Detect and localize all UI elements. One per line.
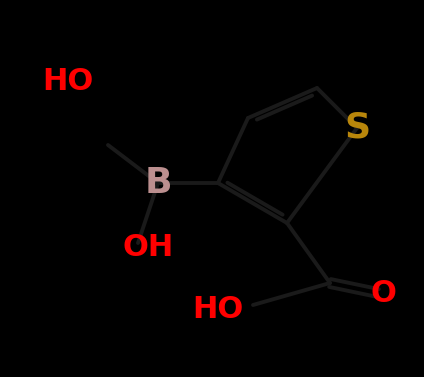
Text: HO: HO <box>192 296 244 325</box>
Text: S: S <box>344 111 370 145</box>
Text: O: O <box>370 279 396 308</box>
Text: HO: HO <box>42 67 94 97</box>
Text: B: B <box>144 166 172 200</box>
Text: OH: OH <box>123 233 173 262</box>
